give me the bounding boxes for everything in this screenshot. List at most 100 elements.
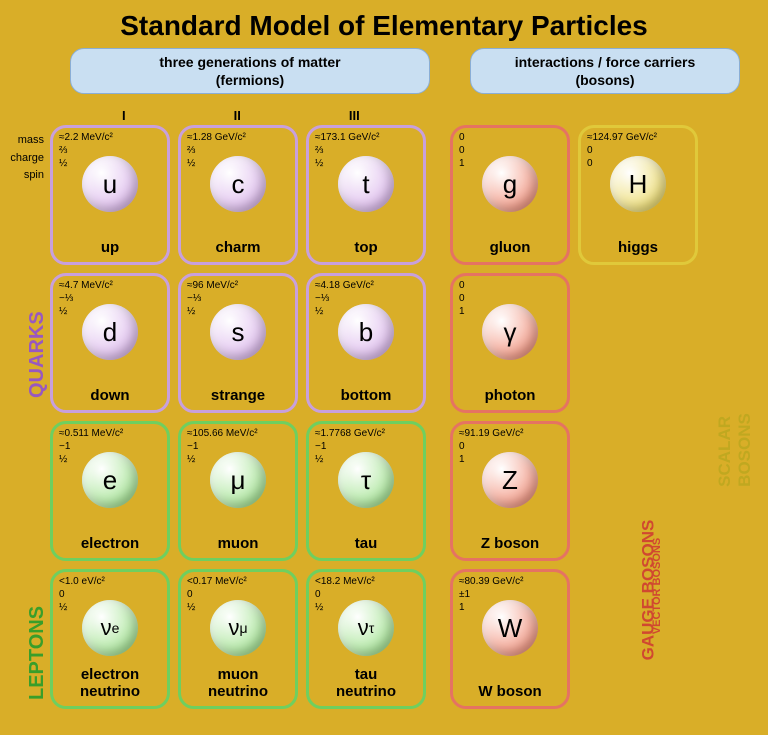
particle-tau-neutrino: <18.2 MeV/c²0½ντtauneutrino (306, 569, 426, 709)
particle-name: charm (181, 240, 295, 257)
particle-symbol: H (610, 156, 666, 212)
charge-value: 0 (459, 293, 561, 304)
particle-name: up (53, 240, 167, 257)
particle-name: photon (453, 388, 567, 405)
particle-up: ≈2.2 MeV/c²⅔½uup (50, 125, 170, 265)
particle-symbol: τ (338, 452, 394, 508)
mass-value: ≈1.7768 GeV/c² (315, 428, 417, 439)
particle-name: Z boson (453, 536, 567, 553)
particle-muon: ≈105.66 MeV/c²−1½μmuon (178, 421, 298, 561)
particle-higgs: ≈124.97 GeV/c²00Hhiggs (578, 125, 698, 265)
particle-tau: ≈1.7768 GeV/c²−1½τtau (306, 421, 426, 561)
particle-name: down (53, 388, 167, 405)
particle-gluon: 001ggluon (450, 125, 570, 265)
header-row: three generations of matter(fermions) in… (70, 48, 748, 94)
mass-value: ≈4.7 MeV/c² (59, 280, 161, 291)
charge-value: 0 (459, 441, 561, 452)
particle-symbol: g (482, 156, 538, 212)
particle-name: muonneutrino (181, 667, 295, 700)
particle-electron: ≈0.511 MeV/c²−1½eelectron (50, 421, 170, 561)
mass-value: <0.17 MeV/c² (187, 576, 289, 587)
charge-value: ⅔ (59, 145, 161, 156)
particle-e-neutrino: <1.0 eV/c²0½νeelectronneutrino (50, 569, 170, 709)
particle-name: electron (53, 536, 167, 553)
particle-symbol: u (82, 156, 138, 212)
particle-symbol: Z (482, 452, 538, 508)
particle-symbol: νe (82, 600, 138, 656)
mass-value: ≈105.66 MeV/c² (187, 428, 289, 439)
gen-3: III (349, 108, 360, 123)
mass-value: ≈96 MeV/c² (187, 280, 289, 291)
particle-z-boson: ≈91.19 GeV/c²01ZZ boson (450, 421, 570, 561)
row-labels: mass charge spin (6, 132, 44, 185)
charge-value: ⅔ (187, 145, 289, 156)
charge-value: −⅓ (187, 293, 289, 304)
charge-value: −⅓ (315, 293, 417, 304)
particle-charm: ≈1.28 GeV/c²⅔½ccharm (178, 125, 298, 265)
charge-value: 0 (59, 589, 161, 600)
particle-w-boson: ≈80.39 GeV/c²±11WW boson (450, 569, 570, 709)
mass-value: ≈91.19 GeV/c² (459, 428, 561, 439)
gen-1: I (122, 108, 126, 123)
page-title: Standard Model of Elementary Particles (0, 0, 768, 42)
mass-value: <18.2 MeV/c² (315, 576, 417, 587)
fermions-header: three generations of matter(fermions) (70, 48, 430, 94)
particle-name: strange (181, 388, 295, 405)
particle-mu-neutrino: <0.17 MeV/c²0½νμmuonneutrino (178, 569, 298, 709)
mass-value: ≈124.97 GeV/c² (587, 132, 689, 143)
mass-value: 0 (459, 280, 561, 291)
particle-top: ≈173.1 GeV/c²⅔½ttop (306, 125, 426, 265)
particle-symbol: γ (482, 304, 538, 360)
scalar-label: SCALAR BOSONS (715, 413, 755, 487)
mass-value: ≈4.18 GeV/c² (315, 280, 417, 291)
particle-symbol: W (482, 600, 538, 656)
mass-value: 0 (459, 132, 561, 143)
generation-labels: I II III (80, 108, 360, 123)
mass-value: ≈173.1 GeV/c² (315, 132, 417, 143)
particle-symbol: μ (210, 452, 266, 508)
particle-symbol: s (210, 304, 266, 360)
particle-name: bottom (309, 388, 423, 405)
charge-label: charge (6, 150, 44, 168)
mass-value: <1.0 eV/c² (59, 576, 161, 587)
charge-value: 0 (587, 145, 689, 156)
particle-symbol: d (82, 304, 138, 360)
mass-label: mass (6, 132, 44, 150)
leptons-label: LEPTONS (26, 606, 49, 700)
bosons-header: interactions / force carriers(bosons) (470, 48, 740, 94)
particle-name: top (309, 240, 423, 257)
charge-value: −⅓ (59, 293, 161, 304)
particle-photon: 001γphoton (450, 273, 570, 413)
mass-value: ≈80.39 GeV/c² (459, 576, 561, 587)
particle-symbol: b (338, 304, 394, 360)
charge-value: −1 (315, 441, 417, 452)
particle-name: electronneutrino (53, 667, 167, 700)
particle-name: muon (181, 536, 295, 553)
charge-value: −1 (59, 441, 161, 452)
particle-name: W boson (453, 684, 567, 701)
particle-symbol: νμ (210, 600, 266, 656)
mass-value: ≈2.2 MeV/c² (59, 132, 161, 143)
particle-symbol: c (210, 156, 266, 212)
charge-value: −1 (187, 441, 289, 452)
particle-symbol: t (338, 156, 394, 212)
mass-value: ≈1.28 GeV/c² (187, 132, 289, 143)
charge-value: 0 (459, 145, 561, 156)
particle-name: tau (309, 536, 423, 553)
charge-value: 0 (315, 589, 417, 600)
particle-symbol: e (82, 452, 138, 508)
mass-value: ≈0.511 MeV/c² (59, 428, 161, 439)
particle-name: tauneutrino (309, 667, 423, 700)
gen-2: II (234, 108, 241, 123)
vector-label: VECTOR BOSONS (651, 538, 663, 634)
particle-symbol: ντ (338, 600, 394, 656)
charge-value: ⅔ (315, 145, 417, 156)
particle-strange: ≈96 MeV/c²−⅓½sstrange (178, 273, 298, 413)
particle-name: higgs (581, 240, 695, 257)
particle-down: ≈4.7 MeV/c²−⅓½ddown (50, 273, 170, 413)
particle-name: gluon (453, 240, 567, 257)
quarks-label: QUARKS (26, 311, 49, 398)
particle-bottom: ≈4.18 GeV/c²−⅓½bbottom (306, 273, 426, 413)
spin-label: spin (6, 167, 44, 185)
charge-value: 0 (187, 589, 289, 600)
